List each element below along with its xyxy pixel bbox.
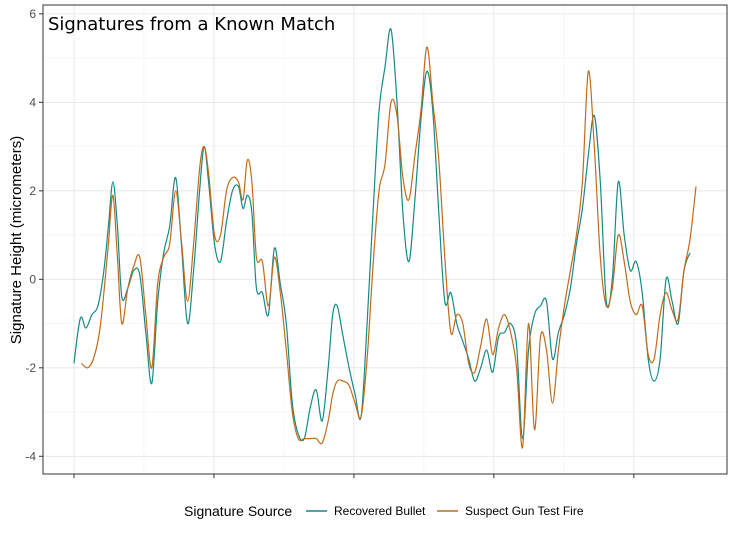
legend: Signature Source Recovered Bullet Suspec… — [184, 503, 584, 519]
legend-label-suspect-gun-test-fire: Suspect Gun Test Fire — [465, 504, 584, 518]
y-axis: -4 -2 0 2 4 6 — [25, 7, 43, 463]
x-axis — [73, 474, 635, 478]
major-gridlines — [43, 5, 727, 474]
y-tick-label: -4 — [25, 449, 36, 463]
y-tick-label: 0 — [29, 272, 36, 286]
y-tick-label: 4 — [29, 95, 36, 109]
y-axis-title: Signature Height (micrometers) — [8, 136, 25, 344]
series-line-recovered-bullet — [73, 28, 691, 442]
plot-panel-border — [42, 4, 728, 475]
y-tick-label: -2 — [25, 361, 36, 375]
y-tick-label: 6 — [29, 7, 36, 21]
chart-title: Signatures from a Known Match — [48, 14, 335, 35]
legend-label-recovered-bullet: Recovered Bullet — [334, 504, 426, 518]
minor-gridlines — [43, 5, 727, 474]
series-lines — [73, 28, 697, 449]
y-tick-label: 2 — [29, 184, 36, 198]
series-line-suspect-gun-test-fire — [81, 46, 697, 449]
legend-title: Signature Source — [184, 503, 292, 519]
